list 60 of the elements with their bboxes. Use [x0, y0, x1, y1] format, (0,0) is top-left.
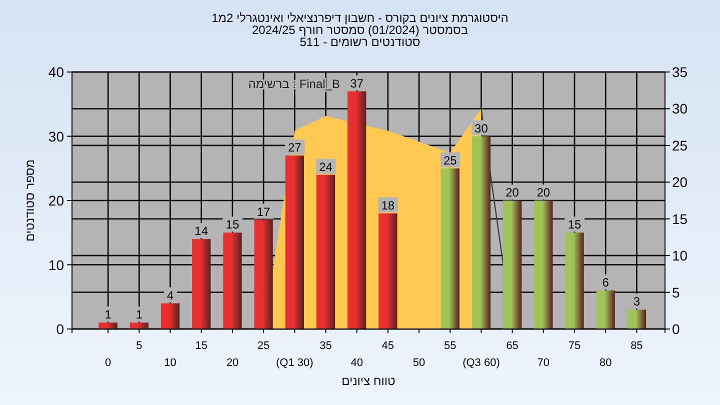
x-tick-label: 20 [226, 357, 239, 369]
bar [98, 322, 118, 329]
x-tick-label: 85 [630, 340, 643, 352]
y2-tick-label: 20 [672, 174, 688, 190]
x-tick-label: 50 [412, 357, 426, 369]
chart-title: היסטוגרמת ציונים בקורס - חשבון דיפרנציאלי ואינטגרלי 2מ1 [212, 11, 508, 25]
x-tick-label: 45 [382, 340, 394, 352]
y2-tick-label: 30 [672, 100, 688, 117]
data-label: 1 [104, 308, 112, 322]
x-tick-label: 75 [568, 340, 581, 352]
y-tick-label: 30 [48, 128, 64, 144]
data-label: 37 [350, 76, 364, 90]
x-tick-label: 15 [195, 340, 208, 352]
data-label: 24 [319, 160, 333, 174]
y-tick-label: 40 [48, 64, 64, 80]
data-label: 27 [288, 140, 302, 155]
y2-tick-label: 25 [672, 137, 688, 154]
data-label: 6 [602, 275, 610, 290]
x-tick-label: (Q1 30) [276, 357, 314, 369]
data-label: 20 [536, 186, 550, 200]
x-tick-label: (Q3 60) [462, 357, 500, 369]
chart-subtitle: בסמסטר (01/2024) סמסטר חורף 2024/25 סטודנטים רשומים - 511 [252, 23, 468, 49]
y2-tick-label: 35 [672, 64, 688, 80]
x-tick-label: 65 [506, 340, 518, 352]
data-label: 3 [633, 294, 640, 309]
data-label: 25 [443, 153, 458, 168]
data-label: 15 [568, 218, 582, 232]
bar [502, 200, 522, 329]
y2-tick-label: 0 [672, 321, 680, 337]
bar [627, 310, 646, 329]
x-tick-label: 40 [350, 357, 363, 369]
y-tick-label: 0 [56, 321, 64, 337]
y2-tick-label: 10 [672, 248, 688, 264]
x-tick-label: 10 [164, 357, 176, 369]
x-axis-title: טווח ציונים [342, 374, 396, 388]
bar [130, 322, 148, 329]
x-tick-label: 0 [105, 357, 112, 369]
x-tick-label: 35 [320, 340, 332, 352]
data-label: 17 [256, 204, 271, 219]
data-label: 4 [166, 288, 174, 302]
y2-tick-label: 5 [672, 284, 680, 300]
y-tick-label: 20 [48, 192, 64, 208]
x-tick-label: 80 [599, 357, 612, 369]
x-tick-label: 70 [537, 357, 550, 369]
data-label: 14 [194, 224, 208, 238]
bar [596, 290, 615, 329]
bar [348, 91, 366, 329]
y-tick-label: 10 [48, 256, 64, 273]
data-label: 18 [381, 198, 395, 212]
y2-tick-label: 15 [672, 210, 688, 227]
x-tick-label: 5 [136, 340, 142, 352]
data-label: 15 [226, 218, 240, 232]
bar [534, 200, 553, 329]
y-axis-title: מספר סטודנטים [23, 159, 37, 242]
data-label: 20 [506, 186, 520, 200]
data-label: 30 [474, 121, 488, 136]
data-label: 1 [136, 308, 143, 322]
x-tick-label: 25 [257, 340, 270, 352]
bar [192, 239, 211, 329]
x-tick-label: 55 [444, 340, 456, 352]
